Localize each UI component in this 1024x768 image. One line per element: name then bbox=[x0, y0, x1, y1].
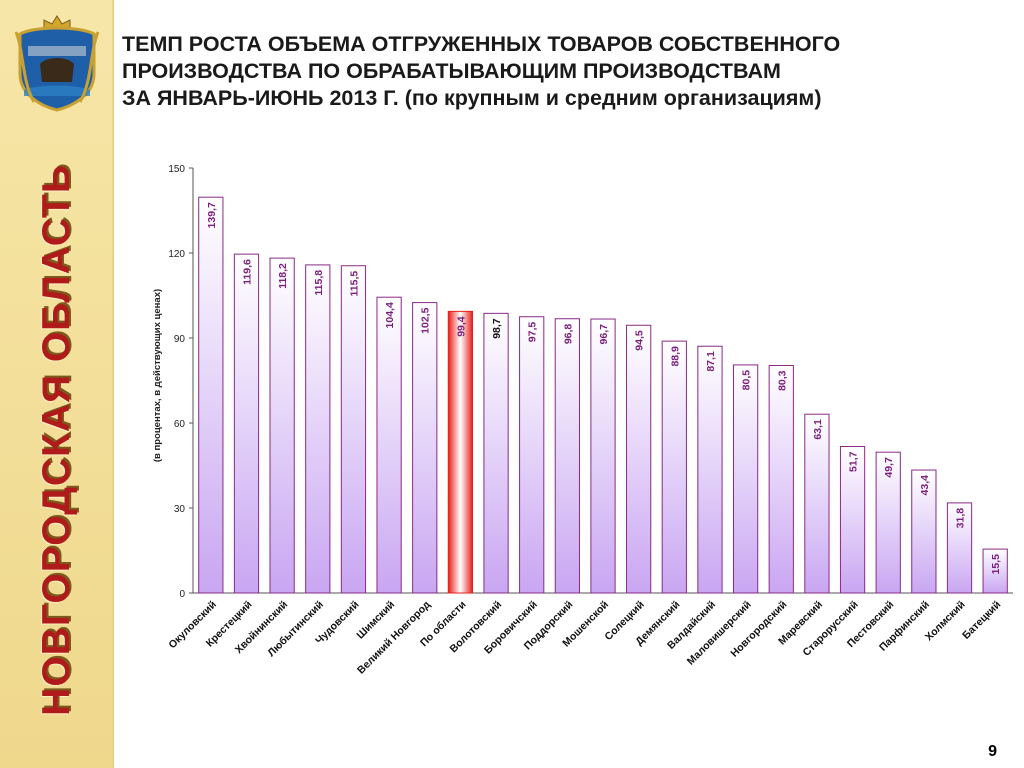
slide-title-line: ТЕМП РОСТА ОБЪЕМА ОТГРУЖЕННЫХ ТОВАРОВ СО… bbox=[122, 32, 841, 56]
data-label: 49,7 bbox=[883, 457, 895, 478]
page-number: 9 bbox=[988, 743, 997, 760]
bar bbox=[233, 253, 260, 594]
y-tick-label: 0 bbox=[179, 589, 185, 600]
bar bbox=[946, 502, 973, 594]
bar bbox=[911, 469, 937, 594]
bar bbox=[376, 296, 402, 594]
data-label: 115,5 bbox=[348, 271, 360, 297]
data-label: 118,2 bbox=[277, 263, 289, 289]
y-tick-label: 150 bbox=[168, 164, 185, 175]
slide-title-line: ПРОИЗВОДСТВА ПО ОБРАБАТЫВАЮЩИМ ПРОИЗВОДС… bbox=[122, 59, 781, 83]
slide-title-line: ЗА ЯНВАРЬ-ИЮНЬ 2013 Г. (по крупным и сре… bbox=[122, 86, 822, 110]
data-label: 94,5 bbox=[634, 330, 646, 351]
bar bbox=[697, 345, 723, 594]
data-label: 119,6 bbox=[241, 259, 253, 285]
side-band-divider bbox=[112, 0, 114, 768]
y-tick-label: 120 bbox=[168, 249, 185, 260]
data-label: 97,5 bbox=[527, 322, 539, 343]
data-label: 51,7 bbox=[848, 451, 860, 472]
bar bbox=[768, 364, 794, 594]
data-label: 43,4 bbox=[919, 475, 931, 496]
bar bbox=[447, 310, 474, 594]
bar bbox=[305, 264, 331, 594]
bar bbox=[340, 265, 367, 594]
bar bbox=[875, 451, 901, 594]
y-tick-label: 60 bbox=[174, 419, 186, 430]
data-label: 99,4 bbox=[455, 316, 467, 337]
bar bbox=[839, 446, 866, 594]
data-label: 88,9 bbox=[669, 346, 681, 367]
data-label: 115,8 bbox=[313, 270, 325, 296]
bar bbox=[804, 413, 830, 594]
novgorod-coat-of-arms-icon bbox=[14, 15, 100, 112]
slide-title: ТЕМП РОСТА ОБЪЕМА ОТГРУЖЕННЫХ ТОВАРОВ СО… bbox=[122, 31, 1012, 112]
bar bbox=[519, 316, 545, 594]
bar bbox=[732, 364, 759, 594]
data-label: 31,8 bbox=[955, 508, 967, 529]
data-label: 96,8 bbox=[562, 324, 574, 345]
bar bbox=[626, 324, 652, 594]
data-label: 104,4 bbox=[384, 302, 396, 328]
data-label: 96,7 bbox=[598, 324, 610, 345]
bar bbox=[269, 257, 295, 594]
bar bbox=[590, 318, 616, 594]
y-tick-label: 30 bbox=[174, 504, 186, 515]
data-label: 80,5 bbox=[741, 370, 753, 391]
x-tick-label: Маловишерский bbox=[685, 599, 754, 668]
data-label: 139,7 bbox=[206, 202, 218, 228]
y-axis-title: (в процентах, в действующих ценах) bbox=[152, 289, 163, 462]
bar bbox=[198, 196, 224, 594]
bar bbox=[982, 548, 1008, 594]
data-label: 63,1 bbox=[812, 419, 824, 440]
bar bbox=[483, 312, 509, 594]
data-label: 80,3 bbox=[776, 370, 788, 391]
y-tick-label: 90 bbox=[174, 334, 186, 345]
bar bbox=[412, 302, 438, 594]
data-label: 98,7 bbox=[491, 318, 503, 339]
data-label: 102,5 bbox=[420, 307, 432, 333]
x-tick-label: Батецкий bbox=[960, 599, 1003, 642]
data-label: 87,1 bbox=[705, 351, 717, 372]
data-label: 15,5 bbox=[990, 554, 1002, 575]
bar bbox=[554, 318, 580, 594]
bar bbox=[661, 340, 687, 594]
side-band bbox=[0, 0, 112, 768]
